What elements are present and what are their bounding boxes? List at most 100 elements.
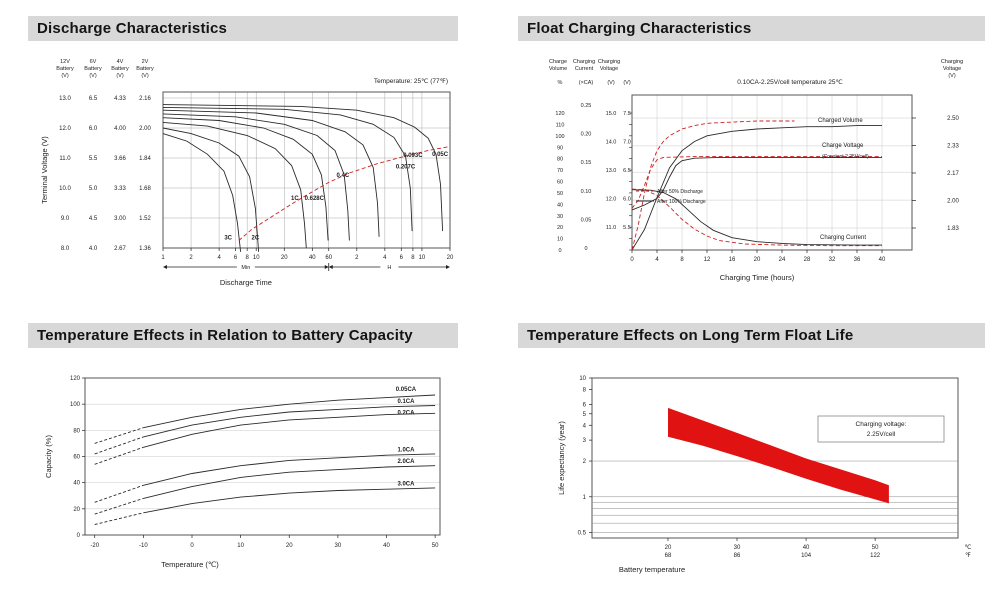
y-tick-label: 6	[583, 402, 587, 408]
axis-tick-label: 40	[557, 202, 563, 208]
curve-label: Charging Current	[820, 235, 866, 241]
voltage-column-header: Battery	[111, 66, 129, 72]
curve-label: (Constant 2.25V/cell)	[822, 154, 869, 160]
rate-label: 0.05C	[432, 152, 449, 158]
series-0.1CA-cold	[94, 436, 144, 455]
voltage-column-header: (V)	[61, 73, 69, 79]
x-tick-label-celsius: 40	[803, 545, 810, 551]
float-life-band	[668, 407, 889, 504]
x-axis-title: Temperature (℃)	[161, 560, 219, 569]
annotation-line: Charging voltage:	[856, 421, 907, 428]
series-0.05C	[162, 104, 444, 232]
axis-tick-label: 0.10	[581, 189, 592, 195]
right-axis-header: Charging	[941, 59, 963, 65]
axis-tick-label: 0.15	[581, 160, 592, 166]
y-tick-label: 0.5	[578, 531, 587, 537]
rate-label: 0.093C	[403, 153, 423, 159]
x-tick-label: 6	[400, 255, 404, 261]
axis-tick-label: 30	[557, 214, 563, 220]
axis-tick-label: 0.25	[581, 103, 592, 109]
axis-tick-label: 50	[557, 191, 563, 197]
voltage-tick-label: 3.66	[114, 156, 126, 162]
series-0.1CA	[143, 405, 436, 438]
x-tick-label: 20	[281, 255, 288, 261]
right-axis-header: (V)	[948, 73, 956, 79]
series-3.0CA-cold	[94, 512, 144, 525]
voltage-tick-label: 11.0	[59, 156, 71, 162]
plot-border	[591, 377, 959, 539]
y-axis-title: Capacity (%)	[44, 435, 53, 478]
x-tick-label: 10	[253, 255, 260, 261]
axis-column-header: Current	[575, 66, 594, 72]
x-tick-label: -10	[139, 543, 148, 549]
series-0.09C	[162, 106, 413, 232]
series-0.4C	[162, 113, 350, 241]
x-tick-label-fahrenheit: 122	[870, 553, 881, 559]
voltage-tick-label: 5.0	[89, 186, 98, 192]
voltage-column-header: 2V	[142, 59, 149, 65]
x-unit-fahrenheit: ℉	[965, 553, 971, 559]
rate-label: 1.0CA	[397, 447, 415, 453]
axis-tick-label: 12.0	[606, 197, 617, 203]
axis-column-unit: %	[558, 80, 563, 86]
voltage-tick-label: 2.16	[139, 96, 151, 102]
series-discharge-end-limit	[238, 146, 449, 241]
axis-column-header: Charge	[549, 59, 567, 65]
series-0.05CA	[143, 394, 436, 429]
svg-text:Min: Min	[241, 265, 250, 271]
voltage-tick-label: 4.0	[89, 246, 98, 252]
x-tick-label: 6	[234, 255, 238, 261]
rate-label: 0.207C	[396, 164, 416, 170]
y-tick-label: 8	[583, 388, 587, 394]
section-title-temp-capacity: Temperature Effects in Relation to Batte…	[37, 327, 413, 344]
voltage-tick-label: 6.5	[89, 96, 98, 102]
y-tick-label: 0	[77, 533, 81, 539]
axis-tick-label: 15.0	[606, 111, 617, 117]
series-3C	[162, 133, 242, 252]
temperature-capacity-chart: 0 20 40 60 80 100 120 -20 -10 0 10 20 30 40 50 0.05CA 0.…	[44, 376, 441, 569]
voltage-column-header: (V)	[116, 73, 124, 79]
voltage-column-header: 6V	[90, 59, 97, 65]
x-tick-label: 4	[217, 255, 221, 261]
voltage-tick-label: 6.0	[89, 126, 98, 132]
axis-tick-label: 10	[557, 237, 563, 243]
axis-column-unit: (V)	[607, 80, 615, 86]
series-0.2C	[162, 109, 380, 237]
rate-label: 3C	[224, 236, 232, 242]
x-tick-label: 10	[419, 255, 426, 261]
voltage-column-header: (V)	[141, 73, 149, 79]
axis-column-header: Charging	[598, 59, 620, 65]
axis-tick-label: 7.5	[623, 111, 631, 117]
y-tick-label: 100	[70, 402, 81, 408]
x-tick-label-fahrenheit: 86	[734, 553, 741, 559]
voltage-tick-label: 13.0	[59, 96, 71, 102]
rate-label: 0.628C	[305, 196, 325, 202]
voltage-column-header: Battery	[56, 66, 74, 72]
section-header-temp-capacity: Temperature Effects in Relation to Batte…	[28, 323, 458, 348]
rate-label: 3.0CA	[397, 481, 415, 487]
rate-label: 2C	[252, 236, 260, 242]
axis-tick-label: 0.05	[581, 217, 592, 223]
rate-label: 2.0CA	[397, 459, 415, 465]
axis-tick-label: 13.0	[606, 168, 617, 174]
x-tick-label-fahrenheit: 68	[665, 553, 672, 559]
legend-label: After 100% Discharge	[657, 199, 706, 205]
series-1.0CA-cold	[94, 484, 144, 503]
axis-tick-label: 7.0	[623, 140, 631, 146]
voltage-tick-label: 1.68	[139, 186, 151, 192]
x-unit-celsius: ℃	[965, 545, 972, 551]
series-charging-current-after-100	[631, 189, 882, 246]
y-axis-title: Terminal Voltage (V)	[40, 136, 49, 204]
x-tick-label: 4	[655, 257, 659, 263]
x-tick-label: 24	[779, 257, 786, 263]
voltage-tick-label: 1.52	[139, 216, 151, 222]
voltage-tick-label: 5.5	[89, 156, 98, 162]
plot-border	[162, 91, 451, 249]
voltage-tick-label: 10.0	[59, 186, 71, 192]
axis-tick-label: 20	[557, 225, 563, 231]
axis-tick-label: 60	[557, 180, 563, 186]
x-axis-title: Battery temperature	[619, 565, 685, 574]
x-tick-label: 36	[854, 257, 861, 263]
voltage-column-header: 4V	[117, 59, 124, 65]
